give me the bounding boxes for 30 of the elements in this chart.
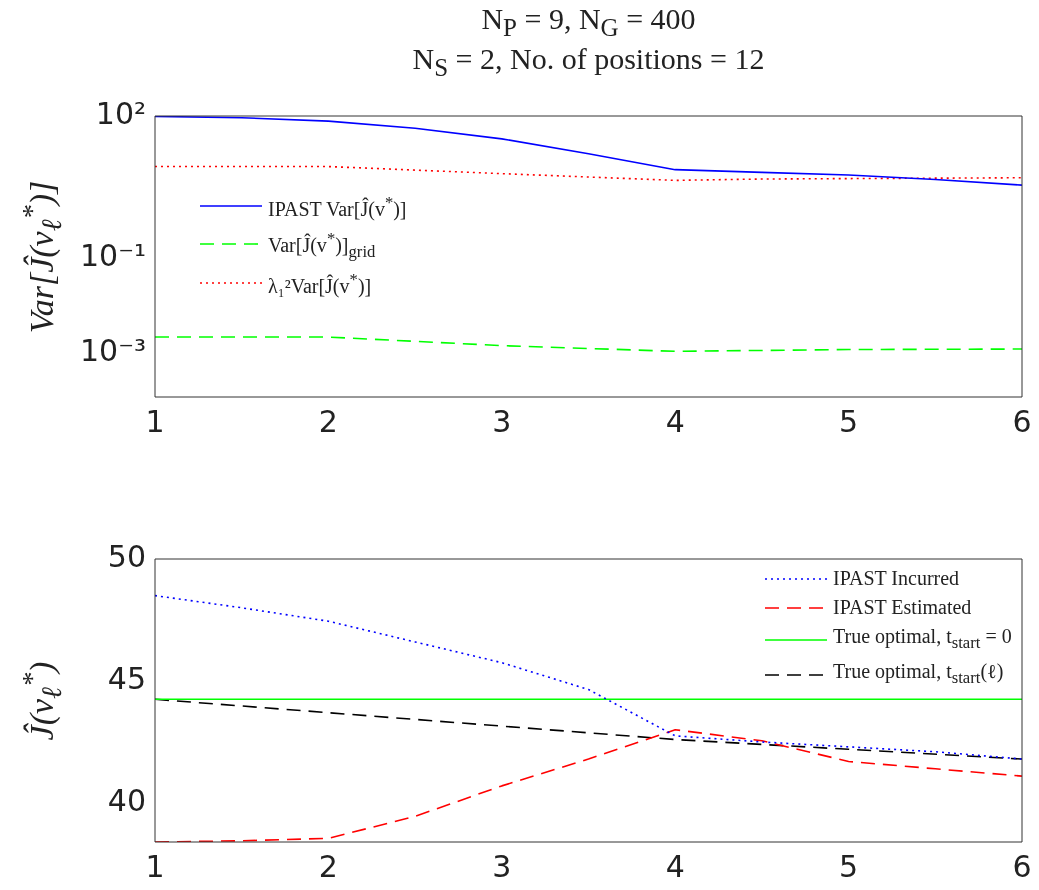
legend-label: λ₁²Var[Ĵ(v$^{*}$)] (268, 269, 372, 300)
x-tick-label: 5 (839, 848, 859, 884)
line-series (155, 165, 1022, 182)
legend-label: IPAST Var[Ĵ(v$^{*}$)] (268, 192, 407, 223)
y-tick-label: 10⁻¹ (79, 238, 146, 274)
x-tick-label: 4 (665, 848, 685, 884)
legend-label: Var[Ĵ(v$^{*}$)]$_{grid}$ (268, 227, 376, 263)
chart-subtitle: N$_{S}$ = 2, No. of positions = 12 (411, 42, 766, 82)
chart-title: N$_{P}$ = 9, N$_{G}$ = 400 (480, 2, 697, 42)
x-tick-label: 1 (145, 848, 165, 884)
x-tick-label: 1 (145, 403, 165, 439)
x-tick-label: 4 (665, 403, 685, 439)
x-tick-label: 5 (839, 403, 859, 439)
y-tick-label: 45 (107, 660, 146, 696)
y-tick-label: 10⁻³ (79, 333, 146, 369)
legend-label: True optimal, t$_{start}$ = 0 (833, 624, 1012, 654)
y-tick-label: 50 (107, 538, 146, 574)
x-tick-label: 6 (1012, 403, 1032, 439)
x-tick-label: 2 (318, 848, 338, 884)
legend-label: IPAST Estimated (833, 595, 972, 620)
y-tick-label: 40 (107, 782, 146, 818)
line-series (155, 594, 1022, 760)
x-tick-label: 3 (492, 848, 512, 884)
x-tick-label: 6 (1012, 848, 1032, 884)
legend-label: True optimal, t$_{start}$(ℓ) (833, 659, 1004, 689)
y-tick-label: 10² (95, 95, 146, 131)
x-tick-label: 2 (318, 403, 338, 439)
legend-label: IPAST Incurred (833, 566, 960, 591)
x-tick-label: 3 (492, 403, 512, 439)
line-series (155, 336, 1022, 353)
